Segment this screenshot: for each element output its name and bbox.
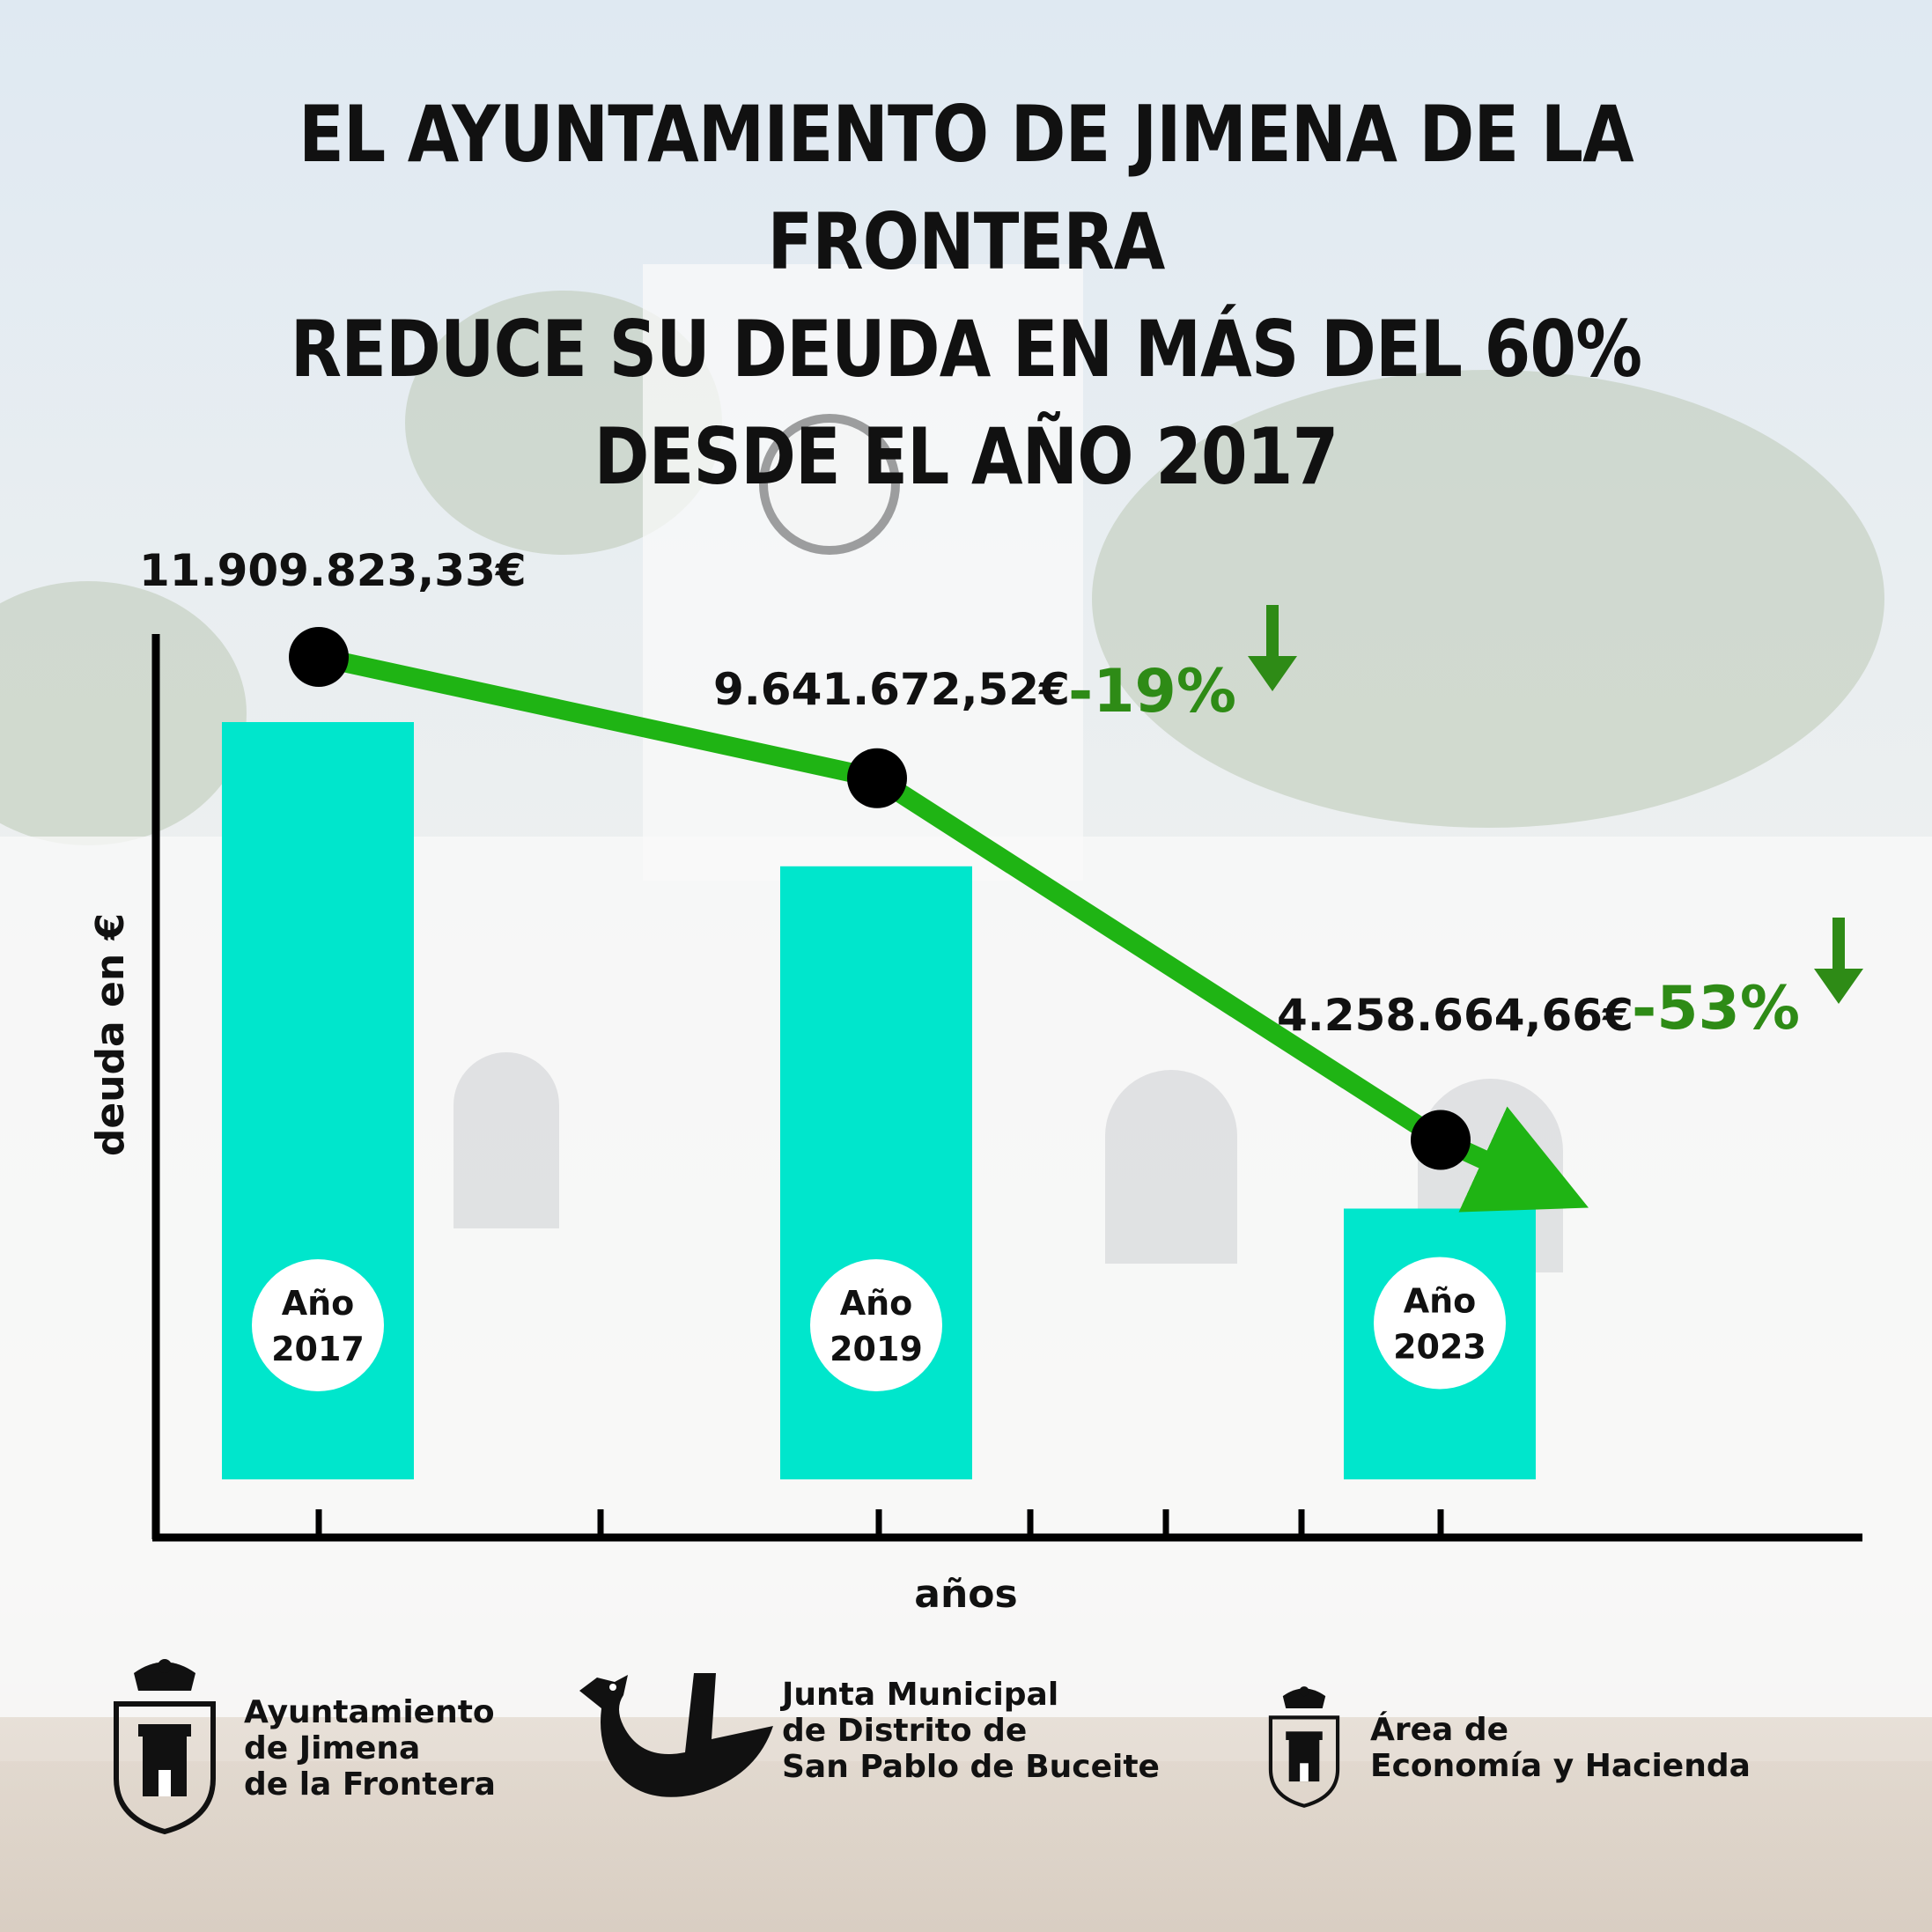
labels-layer: 11.909.823,33€ 9.641.672,52€ 4.258.664,66€…	[139, 545, 1863, 1043]
jimena-crest-icon	[114, 1659, 216, 1835]
title-line-3: DESDE EL AÑO 2017	[594, 411, 1339, 502]
trend-line	[316, 647, 1589, 1213]
logo-ayuntamiento: Ayuntamiento de Jimena de la Frontera	[107, 1655, 496, 1840]
logo-area-text: Área de Economía y Hacienda	[1370, 1712, 1751, 1784]
logo-junta-line: San Pablo de Buceite	[782, 1748, 1160, 1785]
year-badge-year: 2019	[830, 1330, 923, 1368]
down-arrow-icon	[1814, 918, 1863, 1004]
bird-vessel-icon	[579, 1673, 773, 1797]
page-title: EL AYUNTAMIENTO DE JIMENA DE LA FRONTERA…	[136, 81, 1797, 511]
change-label: -19%	[1068, 657, 1236, 726]
logo-junta-line: de Distrito de	[782, 1712, 1028, 1749]
value-label: 9.641.672,52€	[713, 664, 1070, 715]
down-arrow-icon	[1248, 605, 1297, 691]
year-badge	[810, 1259, 942, 1391]
background-trees-right	[1092, 370, 1884, 828]
logo-ayuntamiento-line: Ayuntamiento	[244, 1693, 495, 1730]
y-axis-label: deuda en €	[88, 913, 133, 1156]
logo-area-line: Área de	[1370, 1712, 1509, 1748]
year-badge	[1374, 1257, 1506, 1390]
logo-junta-line: Junta Municipal	[782, 1676, 1059, 1713]
background-trees-far-left	[0, 581, 247, 845]
logo-junta-municipal: Junta Municipal de Distrito de San Pablo…	[562, 1655, 1160, 1805]
year-badge	[252, 1259, 384, 1391]
x-axis-label: años	[914, 1572, 1017, 1617]
change-label: -53%	[1632, 974, 1800, 1043]
value-label: 4.258.664,66€	[1277, 990, 1633, 1041]
background-clock	[759, 414, 900, 555]
title-line-1: EL AYUNTAMIENTO DE JIMENA DE LA FRONTERA	[299, 89, 1634, 287]
logo-ayuntamiento-text: Ayuntamiento de Jimena de la Frontera	[244, 1694, 496, 1803]
year-badge-label: Año	[282, 1284, 355, 1323]
background-roof-tiles	[0, 1717, 1932, 1932]
axes-layer	[151, 634, 1862, 1542]
background-arch-window	[454, 1052, 559, 1228]
data-point	[1411, 1110, 1471, 1170]
logo-junta-text: Junta Municipal de Distrito de San Pablo…	[782, 1677, 1160, 1785]
value-label: 11.909.823,33€	[139, 545, 527, 596]
trend-layer	[289, 627, 1589, 1213]
year-badge-label: Año	[1404, 1281, 1477, 1320]
year-badge-year: 2023	[1393, 1327, 1486, 1366]
year-badge-year: 2017	[271, 1330, 365, 1368]
data-point	[289, 627, 349, 687]
bars-layer: Año 2017 Año 2019 Año 2023	[222, 722, 1536, 1479]
title-line-2: REDUCE SU DEUDA EN MÁS DEL 60%	[290, 304, 1642, 395]
jimena-crest-icon	[1268, 1686, 1340, 1808]
year-badge-label: Año	[840, 1284, 913, 1323]
logo-ayuntamiento-line: de Jimena	[244, 1729, 421, 1766]
footer-logos: Ayuntamiento de Jimena de la Frontera Ju…	[0, 1655, 1932, 1849]
logo-ayuntamiento-line: de la Frontera	[244, 1766, 496, 1803]
background-arch-window	[1105, 1070, 1237, 1264]
logo-area-line: Economía y Hacienda	[1370, 1748, 1751, 1784]
data-point	[847, 748, 907, 808]
logo-area-economia: Área de Economía y Hacienda	[1265, 1655, 1751, 1840]
